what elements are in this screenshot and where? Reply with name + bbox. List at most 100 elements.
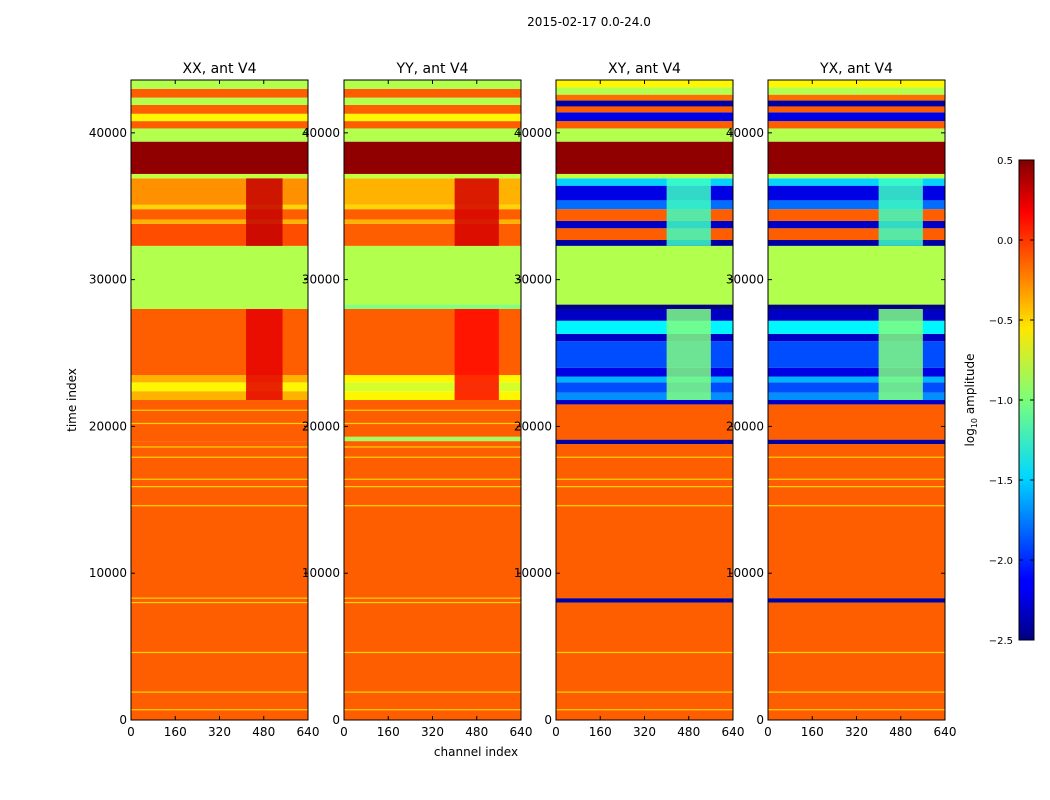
x-tick-label: 0 <box>552 725 560 739</box>
heatmap-band <box>344 400 521 437</box>
heatmap-band <box>131 391 308 400</box>
heatmap-band <box>768 308 945 321</box>
heatmap-band <box>344 436 521 442</box>
heatmap-band <box>768 209 945 221</box>
heatmap-line <box>131 709 308 711</box>
heatmap-line <box>768 691 945 693</box>
heatmap-band <box>556 106 733 113</box>
heatmap-band <box>344 441 521 720</box>
heatmap-patch <box>878 308 923 400</box>
heatmap-band <box>556 308 733 321</box>
heatmap-band <box>344 128 521 142</box>
x-tick-label: 160 <box>164 725 187 739</box>
heatmap-band <box>768 121 945 129</box>
colorbar-tick-label: −1.0 <box>989 396 1013 407</box>
heatmap-band <box>131 141 308 174</box>
heatmap-band <box>556 128 733 142</box>
figure-suptitle: 2015-02-17 0.0-24.0 <box>527 15 651 29</box>
y-tick-label: 10000 <box>89 566 127 580</box>
heatmap-band <box>556 602 733 720</box>
heatmap-band <box>768 220 945 229</box>
heatmap-patch <box>246 308 283 400</box>
heatmap-line <box>344 597 521 599</box>
heatmap-line <box>768 651 945 654</box>
heatmap-band <box>768 333 945 342</box>
heatmap-patch <box>454 308 499 400</box>
heatmap-band <box>131 204 308 210</box>
colorbar-label-main: log <box>963 428 977 446</box>
y-tick-label: 30000 <box>726 273 764 287</box>
x-tick-label: 480 <box>677 725 700 739</box>
heatmap-line <box>768 505 945 507</box>
heatmap-band <box>131 88 308 98</box>
heatmap-patch <box>454 178 499 246</box>
colorbar-tick-label: −0.5 <box>989 316 1013 327</box>
colorbar-label: log10 amplitude <box>963 354 979 447</box>
y-tick-label: 20000 <box>302 419 340 433</box>
x-tick-label: 320 <box>633 725 656 739</box>
x-tick-label: 640 <box>722 725 745 739</box>
y-tick-label: 30000 <box>302 273 340 287</box>
x-tick-label: 160 <box>377 725 400 739</box>
heatmap-band <box>768 444 945 599</box>
colorbar-tick-label: 0.5 <box>997 156 1013 167</box>
heatmap-band <box>556 392 733 400</box>
heatmap-band <box>556 240 733 246</box>
heatmap-band <box>131 173 308 179</box>
heatmap-band <box>768 367 945 377</box>
heatmap-band <box>556 444 733 599</box>
y-tick-label: 10000 <box>726 566 764 580</box>
heatmap-line <box>768 486 945 488</box>
heatmap-band <box>768 100 945 107</box>
heatmap-band <box>131 113 308 122</box>
heatmap-line <box>556 486 733 488</box>
x-tick-label: 480 <box>889 725 912 739</box>
heatmap-band <box>344 382 521 392</box>
heatmap-line <box>556 691 733 693</box>
heatmap-band <box>768 602 945 720</box>
y-tick-label: 40000 <box>726 126 764 140</box>
heatmap-line <box>556 651 733 654</box>
y-tick-label: 40000 <box>89 126 127 140</box>
heatmap-patch <box>246 178 283 246</box>
heatmap-band <box>556 333 733 342</box>
heatmap-line <box>768 456 945 458</box>
y-tick-label: 20000 <box>89 419 127 433</box>
panel-1: YY, ant V4 0 160 320 480 640 0 10000 20000 30000 4… <box>302 61 533 739</box>
heatmap-band <box>768 87 945 95</box>
heatmap-band <box>768 304 945 309</box>
panel-title: YX, ant V4 <box>819 61 893 77</box>
heatmap-line <box>131 597 308 599</box>
heatmap-band <box>344 113 521 122</box>
heatmap-band <box>768 128 945 142</box>
heatmap-band <box>768 376 945 383</box>
heatmap-band <box>768 245 945 305</box>
heatmap-band <box>768 404 945 440</box>
heatmap-band <box>556 400 733 405</box>
panel-0: XX, ant V4 0 160 320 480 640 0 10000 20000 30000 4… <box>89 61 320 739</box>
heatmap-line <box>344 478 521 480</box>
y-tick-label: 30000 <box>514 273 552 287</box>
heatmap-band <box>768 400 945 405</box>
heatmap-line <box>344 601 521 604</box>
x-tick-label: 0 <box>764 725 772 739</box>
y-tick-label: 30000 <box>89 273 127 287</box>
heatmap-band <box>768 382 945 393</box>
heatmap-band <box>344 219 521 224</box>
colorbar-tick-label: −2.5 <box>989 636 1013 647</box>
heatmap-band <box>131 128 308 142</box>
heatmap-band <box>131 80 308 89</box>
heatmap-line <box>768 709 945 711</box>
heatmap-line <box>344 651 521 654</box>
heatmap-band <box>556 439 733 445</box>
heatmap-band <box>131 97 308 105</box>
heatmap-line <box>131 505 308 507</box>
heatmap-band <box>768 94 945 101</box>
x-tick-label: 160 <box>801 725 824 739</box>
y-tick-label: 0 <box>119 713 127 727</box>
y-tick-label: 40000 <box>514 126 552 140</box>
heatmap-band <box>344 141 521 174</box>
heatmap-band <box>344 245 521 305</box>
heatmap-band <box>556 121 733 129</box>
